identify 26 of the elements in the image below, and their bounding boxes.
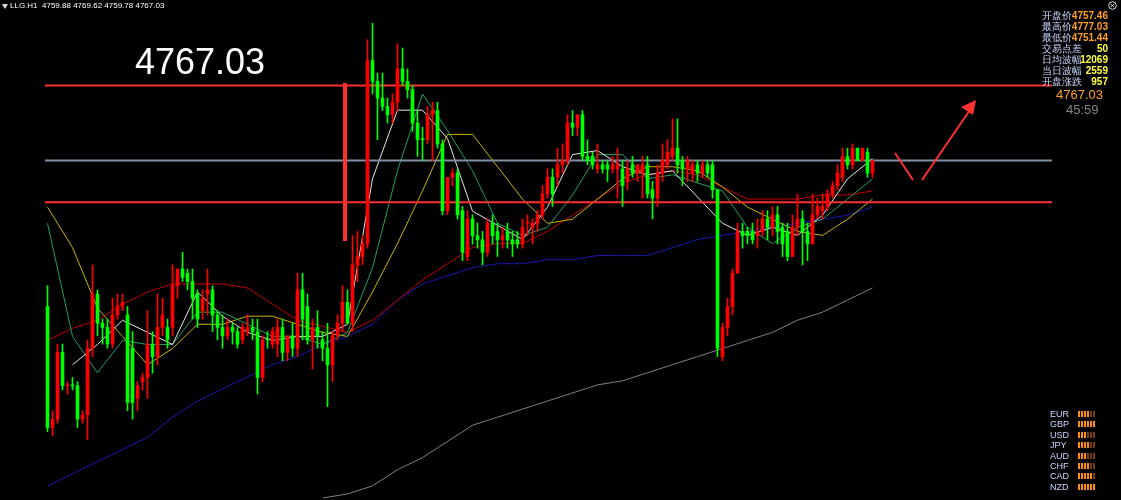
text: 4757.46 [1071, 10, 1108, 21]
text: GBP [1050, 419, 1070, 430]
text: EUR [1050, 409, 1070, 419]
text: 当日波幅 [1042, 65, 1082, 76]
text: 2559 [1085, 65, 1108, 76]
text: JPY [1050, 440, 1067, 451]
annotation: 4767.03 [135, 40, 266, 84]
text: USD [1050, 429, 1070, 440]
text: AUD [1050, 450, 1070, 461]
text: 50 [1096, 43, 1108, 54]
text: 4751.44 [1071, 32, 1108, 43]
text: 4777.03 [1071, 21, 1108, 32]
text: 最低价 [1042, 32, 1072, 43]
text: 日均波幅 [1042, 54, 1082, 65]
text: LLG.H1 4759.88 4769.62 4759.78 4767.03 [10, 1, 165, 11]
text: NZD [1050, 481, 1069, 492]
text: 4767.03 [1056, 87, 1103, 102]
text: 957 [1091, 76, 1108, 87]
text: CAD [1050, 471, 1070, 482]
text: 开盘价 [1042, 10, 1072, 21]
text: 最高价 [1042, 21, 1072, 32]
text: 45:59 [1066, 102, 1099, 117]
text: 12069 [1080, 54, 1108, 65]
text: 开盘涨跌 [1042, 76, 1082, 87]
text: 交易点差 [1042, 43, 1082, 54]
text: CHF [1050, 461, 1069, 471]
